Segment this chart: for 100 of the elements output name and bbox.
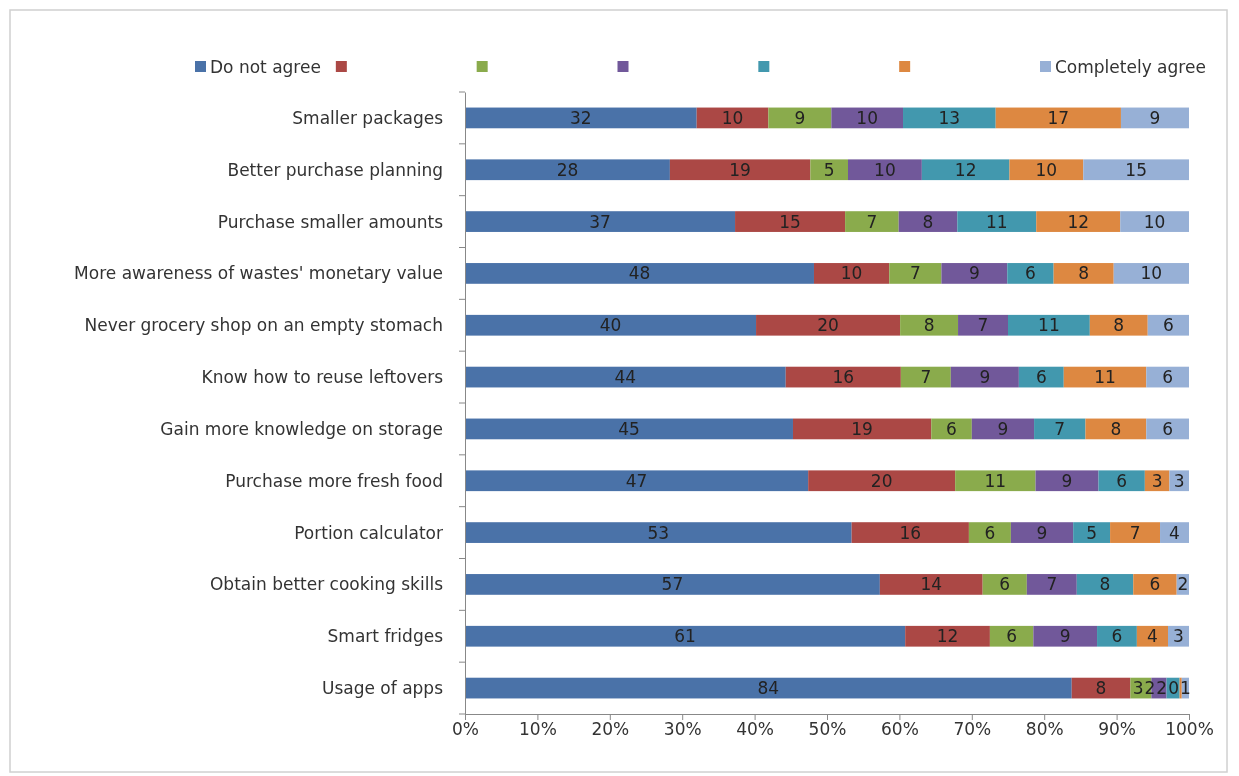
data-label: 20 [870, 470, 893, 491]
data-label: 84 [757, 678, 780, 699]
bar [1033, 625, 1098, 647]
data-label: 3 [1173, 626, 1184, 647]
y-tick-label: Smart fridges [327, 626, 444, 647]
data-label: 12 [954, 159, 977, 180]
data-label: 0 [1168, 678, 1179, 699]
data-label: 2 [1177, 574, 1189, 595]
bar [465, 211, 736, 232]
bar [1110, 522, 1161, 543]
data-label: 28 [556, 159, 579, 180]
data-label: 57 [661, 574, 684, 595]
data-label: 13 [938, 107, 961, 128]
data-label: 10 [856, 107, 878, 128]
data-label: 53 [647, 522, 670, 543]
data-label: 6 [999, 574, 1011, 595]
data-label: 8 [1110, 418, 1122, 439]
bar [1053, 263, 1114, 284]
bar [465, 366, 786, 388]
bar [989, 625, 1034, 647]
data-label: 9 [1149, 107, 1161, 128]
data-label: 9 [794, 107, 806, 128]
data-label: 8 [1078, 263, 1090, 284]
data-label: 15 [779, 211, 801, 232]
data-label: 4 [1169, 522, 1180, 543]
bar [1026, 574, 1077, 595]
legend-label: Completely agree [1055, 56, 1206, 77]
x-tick-label: 30% [663, 719, 702, 740]
bar [958, 314, 1008, 336]
bar [735, 211, 846, 232]
bar [813, 263, 890, 284]
data-label: 10 [874, 159, 896, 180]
legend-label: Do not agree [210, 56, 321, 77]
data-label: 11 [1038, 315, 1060, 336]
data-label: 44 [614, 367, 637, 388]
bar [465, 263, 814, 284]
data-label: 8 [922, 211, 934, 232]
bar [971, 418, 1035, 440]
data-label: 8 [1099, 574, 1111, 595]
data-label: 11 [984, 470, 1007, 491]
data-label: 11 [985, 211, 1008, 232]
data-label: 6 [1035, 367, 1047, 388]
x-tick-label: 70% [953, 719, 992, 740]
bar [756, 314, 901, 336]
y-tick-label: Portion calculator [294, 522, 444, 543]
bar [982, 574, 1027, 595]
data-label: 32 [570, 107, 592, 128]
x-tick-label: 100% [1165, 719, 1214, 740]
data-label: 12 [1067, 211, 1090, 232]
data-label: 40 [599, 315, 622, 336]
x-tick-label: 90% [1098, 719, 1136, 740]
x-tick-label: 0% [452, 719, 479, 740]
bar [898, 211, 958, 232]
y-tick-label: Never grocery shop on an empty stomach [84, 315, 443, 336]
bar [1113, 263, 1189, 284]
bar [921, 159, 1010, 181]
data-label: 9 [997, 418, 1009, 439]
bar [465, 159, 670, 181]
bar [1097, 625, 1137, 647]
bar [955, 470, 1036, 492]
data-label: 6 [1149, 574, 1161, 595]
data-label: 2 [1156, 678, 1168, 699]
data-label: 7 [1129, 522, 1141, 543]
bar [995, 107, 1121, 129]
data-label: 9 [1059, 626, 1071, 647]
data-label: 16 [832, 367, 855, 388]
data-label: 3 [1132, 678, 1144, 699]
x-tick-label: 40% [736, 719, 774, 740]
bar [465, 677, 1072, 699]
bar [808, 470, 956, 492]
bar [465, 470, 809, 492]
data-label: 8 [1095, 678, 1107, 699]
bar [1063, 366, 1147, 388]
y-tick-label: Smaller packages [292, 107, 444, 128]
data-label: 5 [1086, 522, 1098, 543]
data-label: 61 [674, 626, 696, 647]
y-tick-label: Usage of apps [321, 678, 444, 699]
data-label: 7 [920, 367, 932, 388]
y-tick-label: Better purchase planning [227, 159, 443, 180]
data-label: 8 [923, 315, 935, 336]
bar [1120, 211, 1189, 232]
data-label: 9 [979, 367, 991, 388]
data-label: 3 [1173, 470, 1185, 491]
data-label: 5 [823, 159, 835, 180]
bar [1076, 574, 1134, 595]
data-label: 10 [721, 107, 744, 128]
bar [1034, 418, 1086, 440]
data-label: 19 [851, 418, 873, 439]
bar [1147, 314, 1189, 336]
data-label: 6 [1162, 367, 1174, 388]
y-tick-label: Purchase smaller amounts [217, 211, 444, 232]
bar [1089, 314, 1148, 336]
data-label: 6 [1116, 470, 1128, 491]
data-label: 7 [866, 211, 878, 232]
data-label: 7 [977, 315, 989, 336]
data-label: 16 [899, 522, 922, 543]
data-label: 10 [840, 263, 863, 284]
data-label: 4 [1147, 626, 1158, 647]
bar [465, 314, 757, 336]
x-tick-label: 20% [591, 719, 630, 740]
